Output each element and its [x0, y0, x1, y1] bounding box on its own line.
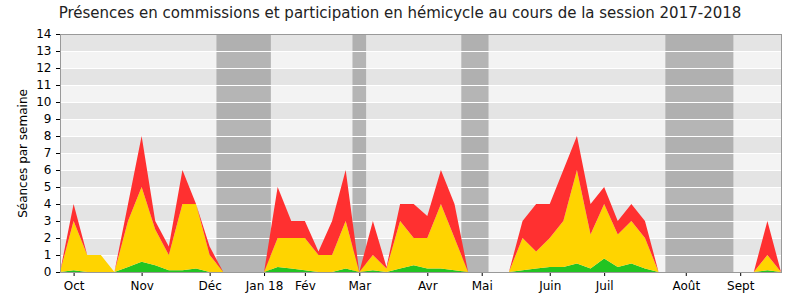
svg-text:Sept: Sept [727, 279, 755, 293]
html-text:Présences en commissions et pa: Présences en commissions et participatio… [58, 4, 742, 22]
svg-text:5: 5 [44, 180, 52, 194]
svg-text:Mar: Mar [348, 279, 371, 293]
svg-text:Déc: Déc [199, 279, 222, 293]
svg-text:3: 3 [44, 214, 52, 228]
svg-text:Août: Août [672, 279, 700, 293]
svg-text:6: 6 [44, 163, 52, 177]
svg-text:2: 2 [44, 231, 52, 245]
svg-text:Nov: Nov [130, 279, 153, 293]
svg-text:Mai: Mai [472, 279, 493, 293]
svg-text:9: 9 [44, 112, 52, 126]
svg-text:0: 0 [44, 265, 52, 279]
svg-text:12: 12 [36, 61, 51, 75]
svg-text:8: 8 [44, 129, 52, 143]
svg-text:Fév: Fév [295, 279, 316, 293]
svg-text:Séances par semaine: Séances par semaine [16, 89, 30, 218]
svg-text:Juil: Juil [595, 279, 614, 293]
svg-text:Juin: Juin [538, 279, 561, 293]
svg-text:10: 10 [36, 95, 51, 109]
svg-text:14: 14 [36, 27, 51, 41]
svg-text:Oct: Oct [64, 279, 85, 293]
svg-text:1: 1 [44, 248, 52, 262]
svg-text:Avr: Avr [418, 279, 438, 293]
svg-text:13: 13 [36, 44, 51, 58]
svg-text:Jan 18: Jan 18 [245, 279, 284, 293]
svg-text:11: 11 [36, 78, 51, 92]
svg-text:4: 4 [44, 197, 52, 211]
svg-text:7: 7 [44, 146, 52, 160]
